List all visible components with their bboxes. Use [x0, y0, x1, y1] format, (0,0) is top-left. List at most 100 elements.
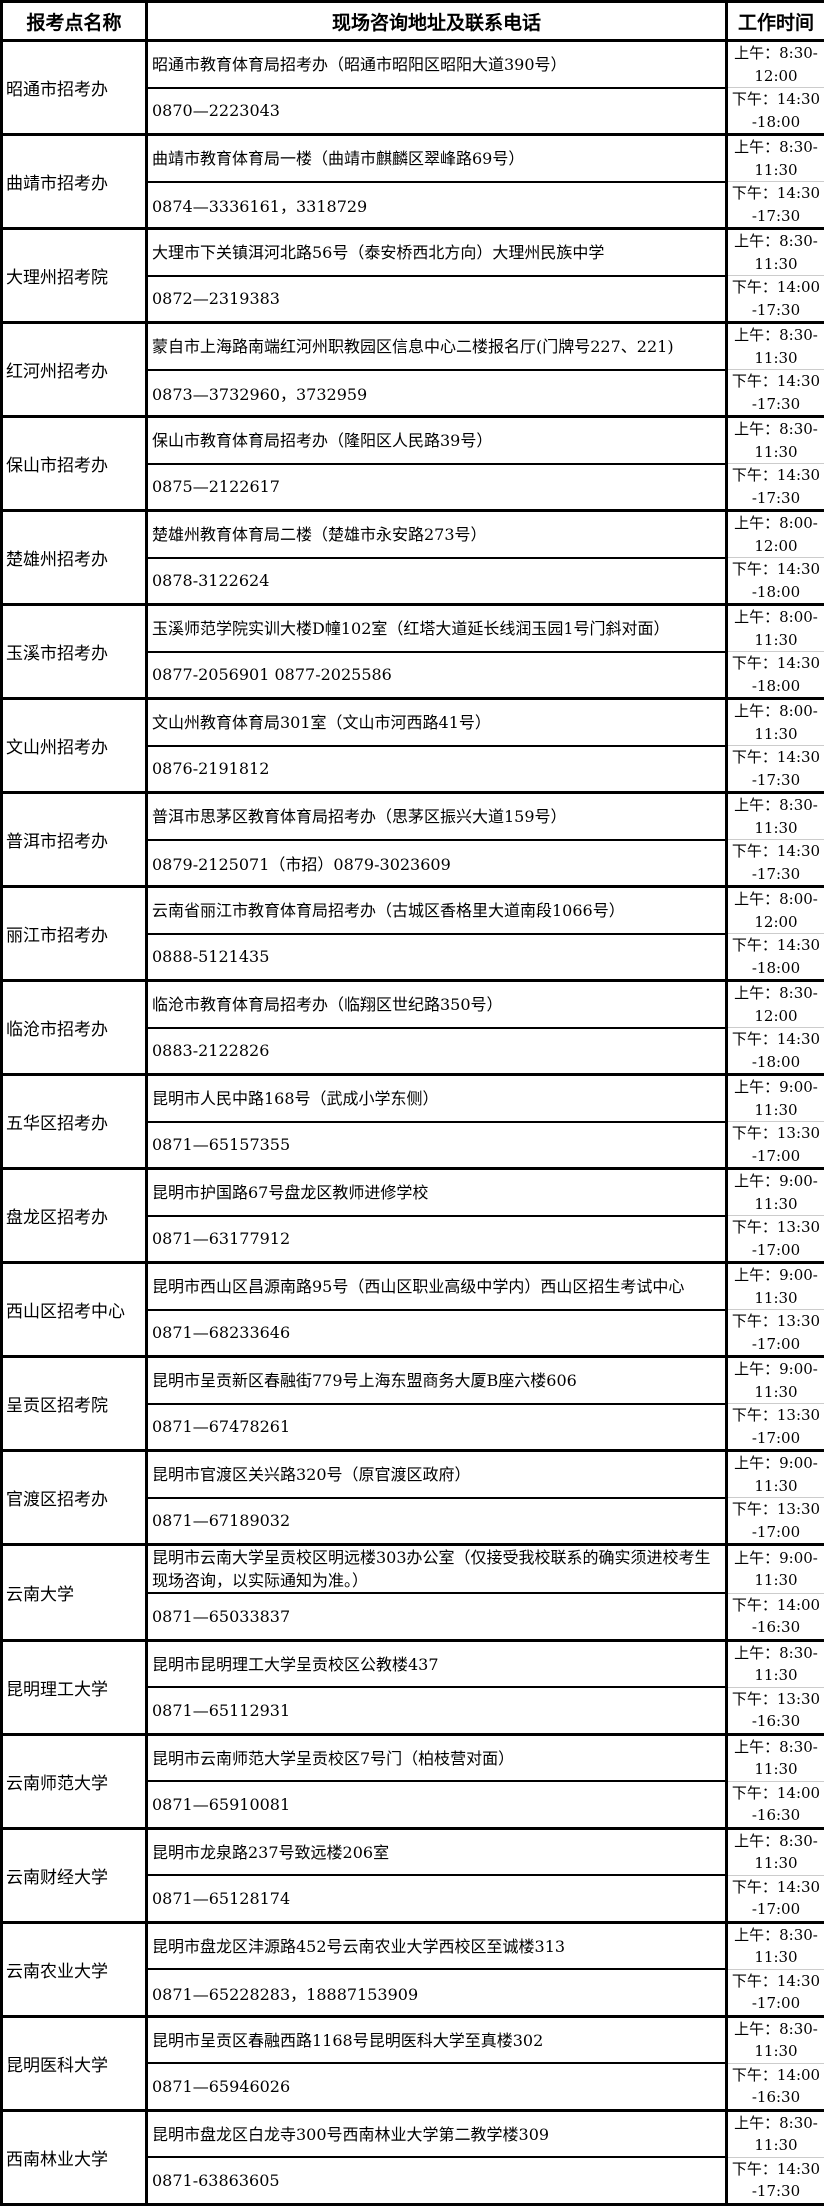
site-address: 昆明市呈贡新区春融街779号上海东盟商务大厦B座六楼606 [147, 1357, 727, 1404]
site-address: 昆明市昆明理工大学呈贡校区公教楼437 [147, 1640, 727, 1687]
table-row: 保山市招考办保山市教育体育局招考办（隆阳区人民路39号）上午：8:30-11:3… [2, 417, 824, 464]
site-phone: 0871—65033837 [147, 1593, 727, 1640]
afternoon-hours: 下午：13:30-16:30 [727, 1687, 824, 1734]
site-address: 昆明市龙泉路237号致远楼206室 [147, 1828, 727, 1875]
site-name: 五华区招考办 [2, 1075, 147, 1169]
site-phone: 0870—2223043 [147, 88, 727, 135]
site-address: 昆明市云南师范大学呈贡校区7号门（柏枝营对面） [147, 1734, 727, 1781]
morning-hours: 上午：8:30-11:30 [727, 417, 824, 464]
table-row: 丽江市招考办云南省丽江市教育体育局招考办（古城区香格里大道南段1066号）上午：… [2, 887, 824, 934]
site-address: 大理市下关镇洱河北路56号（泰安桥西北方向）大理州民族中学 [147, 229, 727, 276]
site-name: 昆明理工大学 [2, 1640, 147, 1734]
table-row: 五华区招考办昆明市人民中路168号（武成小学东侧）上午：9:00-11:30 [2, 1075, 824, 1122]
afternoon-hours: 下午：13:30-17:00 [727, 1310, 824, 1357]
afternoon-hours: 下午：13:30-17:00 [727, 1122, 824, 1169]
morning-hours: 上午：9:00-11:30 [727, 1263, 824, 1310]
site-address: 蒙自市上海路南端红河州职教园区信息中心二楼报名厅(门牌号227、221) [147, 323, 727, 370]
site-name: 大理州招考院 [2, 229, 147, 323]
site-phone: 0871—65112931 [147, 1687, 727, 1734]
morning-hours: 上午：8:30-11:30 [727, 2110, 824, 2157]
table-row: 普洱市招考办普洱市思茅区教育体育局招考办（思茅区振兴大道159号）上午：8:30… [2, 793, 824, 840]
afternoon-hours: 下午：14:00-16:30 [727, 2063, 824, 2110]
site-address: 昆明市盘龙区白龙寺300号西南林业大学第二教学楼309 [147, 2110, 727, 2157]
afternoon-hours: 下午：14:30-17:30 [727, 464, 824, 511]
afternoon-hours: 下午：14:30-18:00 [727, 558, 824, 605]
morning-hours: 上午：8:00-11:30 [727, 699, 824, 746]
site-name: 云南师范大学 [2, 1734, 147, 1828]
site-name: 楚雄州招考办 [2, 511, 147, 605]
site-name: 玉溪市招考办 [2, 605, 147, 699]
site-phone: 0879-2125071（市招）0879-3023609 [147, 840, 727, 887]
header-name: 报考点名称 [2, 2, 147, 41]
table-row: 大理州招考院大理市下关镇洱河北路56号（泰安桥西北方向）大理州民族中学上午：8:… [2, 229, 824, 276]
site-address: 昆明市官渡区关兴路320号（原官渡区政府） [147, 1451, 727, 1498]
afternoon-hours: 下午：14:00-16:30 [727, 1781, 824, 1828]
site-phone: 0874—3336161，3318729 [147, 182, 727, 229]
table-row: 临沧市招考办临沧市教育体育局招考办（临翔区世纪路350号）上午：8:30-12:… [2, 981, 824, 1028]
afternoon-hours: 下午：14:30-17:00 [727, 1969, 824, 2016]
site-name: 丽江市招考办 [2, 887, 147, 981]
afternoon-hours: 下午：13:30-17:00 [727, 1498, 824, 1545]
morning-hours: 上午：8:30-12:00 [727, 981, 824, 1028]
site-name: 保山市招考办 [2, 417, 147, 511]
afternoon-hours: 下午：14:30-18:00 [727, 934, 824, 981]
site-phone: 0871—63177912 [147, 1216, 727, 1263]
site-address: 昆明市西山区昌源南路95号（西山区职业高级中学内）西山区招生考试中心 [147, 1263, 727, 1310]
table-row: 西山区招考中心昆明市西山区昌源南路95号（西山区职业高级中学内）西山区招生考试中… [2, 1263, 824, 1310]
morning-hours: 上午：8:30-11:30 [727, 1640, 824, 1687]
site-address: 昆明市护国路67号盘龙区教师进修学校 [147, 1169, 727, 1216]
site-address: 昆明市呈贡区春融西路1168号昆明医科大学至真楼302 [147, 2016, 727, 2063]
site-address: 昆明市人民中路168号（武成小学东侧） [147, 1075, 727, 1122]
afternoon-hours: 下午：14:30-18:00 [727, 88, 824, 135]
site-name: 红河州招考办 [2, 323, 147, 417]
morning-hours: 上午：8:30-11:30 [727, 229, 824, 276]
table-row: 文山州招考办文山州教育体育局301室（文山市河西路41号）上午：8:00-11:… [2, 699, 824, 746]
table-row: 盘龙区招考办昆明市护国路67号盘龙区教师进修学校上午：9:00-11:30 [2, 1169, 824, 1216]
morning-hours: 上午：8:30-11:30 [727, 135, 824, 182]
morning-hours: 上午：8:30-12:00 [727, 41, 824, 88]
header-time: 工作时间 [727, 2, 824, 41]
site-name: 云南农业大学 [2, 1922, 147, 2016]
table-row: 官渡区招考办昆明市官渡区关兴路320号（原官渡区政府）上午：9:00-11:30 [2, 1451, 824, 1498]
site-name: 昭通市招考办 [2, 41, 147, 135]
table-row: 红河州招考办蒙自市上海路南端红河州职教园区信息中心二楼报名厅(门牌号227、22… [2, 323, 824, 370]
site-address: 昭通市教育体育局招考办（昭通市昭阳区昭阳大道390号） [147, 41, 727, 88]
afternoon-hours: 下午：14:30-17:30 [727, 2157, 824, 2204]
site-name: 官渡区招考办 [2, 1451, 147, 1545]
site-phone: 0871—67478261 [147, 1404, 727, 1451]
afternoon-hours: 下午：13:30-17:00 [727, 1216, 824, 1263]
site-address: 昆明市盘龙区沣源路452号云南农业大学西校区至诚楼313 [147, 1922, 727, 1969]
table-row: 玉溪市招考办玉溪师范学院实训大楼D幢102室（红塔大道延长线润玉园1号门斜对面）… [2, 605, 824, 652]
site-name: 西南林业大学 [2, 2110, 147, 2204]
site-phone: 0873—3732960，3732959 [147, 370, 727, 417]
afternoon-hours: 下午：14:30-17:00 [727, 1875, 824, 1922]
site-name: 昆明医科大学 [2, 2016, 147, 2110]
site-phone: 0871—67189032 [147, 1498, 727, 1545]
morning-hours: 上午：8:00-12:00 [727, 887, 824, 934]
morning-hours: 上午：9:00-11:30 [727, 1169, 824, 1216]
header-address: 现场咨询地址及联系电话 [147, 2, 727, 41]
site-name: 文山州招考办 [2, 699, 147, 793]
afternoon-hours: 下午：14:30-18:00 [727, 652, 824, 699]
afternoon-hours: 下午：14:30-18:00 [727, 1028, 824, 1075]
site-address: 玉溪师范学院实训大楼D幢102室（红塔大道延长线润玉园1号门斜对面） [147, 605, 727, 652]
table-row: 云南师范大学昆明市云南师范大学呈贡校区7号门（柏枝营对面）上午：8:30-11:… [2, 1734, 824, 1781]
site-name: 临沧市招考办 [2, 981, 147, 1075]
site-phone: 0871—65946026 [147, 2063, 727, 2110]
site-address: 普洱市思茅区教育体育局招考办（思茅区振兴大道159号） [147, 793, 727, 840]
site-name: 云南财经大学 [2, 1828, 147, 1922]
morning-hours: 上午：9:00-11:30 [727, 1451, 824, 1498]
site-phone: 0875—2122617 [147, 464, 727, 511]
morning-hours: 上午：9:00-11:30 [727, 1545, 824, 1594]
site-name: 盘龙区招考办 [2, 1169, 147, 1263]
table-row: 曲靖市招考办曲靖市教育体育局一楼（曲靖市麒麟区翠峰路69号）上午：8:30-11… [2, 135, 824, 182]
table-row: 楚雄州招考办楚雄州教育体育局二楼（楚雄市永安路273号）上午：8:00-12:0… [2, 511, 824, 558]
morning-hours: 上午：8:30-11:30 [727, 2016, 824, 2063]
site-address: 临沧市教育体育局招考办（临翔区世纪路350号） [147, 981, 727, 1028]
